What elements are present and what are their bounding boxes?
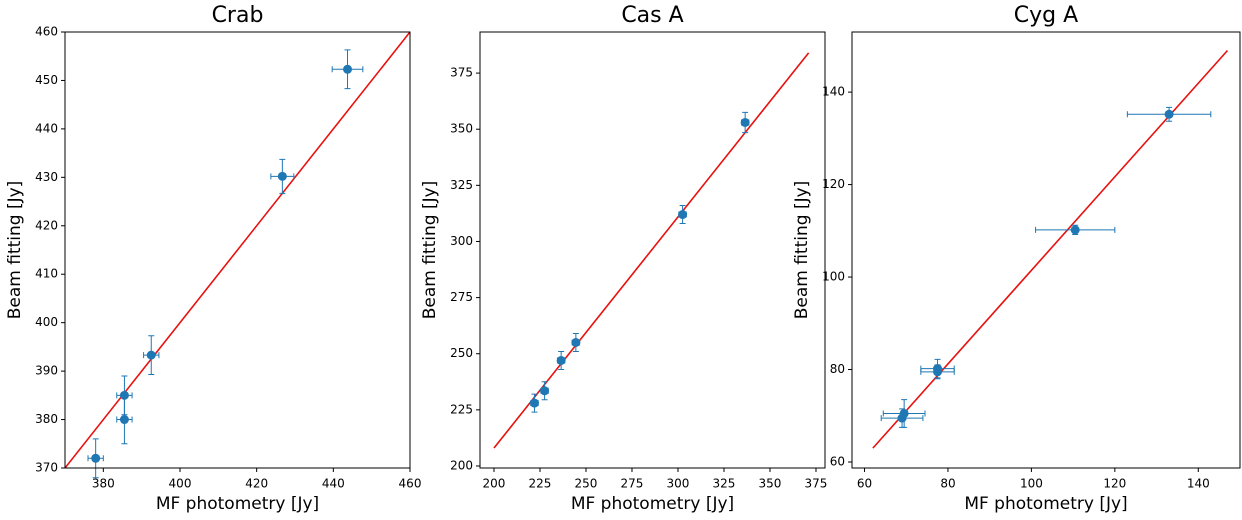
y-axis-label: Beam fitting [Jy] — [792, 181, 812, 320]
axes-frame — [64, 31, 411, 469]
data-point — [556, 355, 566, 365]
y-tick-label: 140 — [822, 85, 845, 99]
y-tick-label: 375 — [450, 66, 473, 80]
data-point — [1164, 109, 1174, 119]
y-tick-label: 460 — [35, 25, 58, 39]
y-tick-label: 370 — [35, 461, 58, 475]
x-tick-label: 440 — [322, 477, 345, 491]
y-tick-label: 400 — [35, 315, 58, 329]
x-tick-label: 275 — [621, 477, 644, 491]
data-point — [277, 171, 287, 181]
x-tick-label: 80 — [940, 477, 955, 491]
data-point — [343, 64, 353, 74]
y-tick-label: 350 — [450, 122, 473, 136]
data-point — [119, 415, 129, 425]
y-tick-label: 420 — [35, 218, 58, 232]
x-tick-label: 60 — [857, 477, 872, 491]
x-tick-label: 200 — [483, 477, 506, 491]
x-tick-label: 375 — [805, 477, 828, 491]
axes-frame — [479, 31, 826, 469]
y-tick-label: 325 — [450, 178, 473, 192]
y-tick-label: 380 — [35, 412, 58, 426]
x-tick-label: 460 — [399, 477, 422, 491]
data-point — [91, 453, 101, 463]
axes-frame — [851, 31, 1241, 469]
fit-line — [872, 49, 1229, 449]
x-tick-label: 140 — [1187, 477, 1210, 491]
data-point — [571, 337, 581, 347]
panel-title: Cas A — [621, 3, 683, 28]
data-point — [678, 210, 688, 220]
x-tick-label: 350 — [759, 477, 782, 491]
y-tick-label: 200 — [450, 458, 473, 472]
y-tick-label: 120 — [822, 177, 845, 191]
x-tick-label: 100 — [1020, 477, 1043, 491]
x-axis-label: MF photometry [Jy] — [964, 494, 1127, 514]
y-tick-label: 80 — [830, 362, 845, 376]
y-tick-label: 410 — [35, 267, 58, 281]
x-tick-label: 300 — [667, 477, 690, 491]
y-tick-label: 225 — [450, 402, 473, 416]
x-tick-label: 225 — [529, 477, 552, 491]
data-point — [1070, 225, 1080, 235]
x-tick-label: 325 — [713, 477, 736, 491]
y-tick-label: 300 — [450, 234, 473, 248]
y-axis-label: Beam fitting [Jy] — [5, 181, 25, 320]
x-tick-label: 380 — [92, 477, 115, 491]
y-tick-label: 250 — [450, 346, 473, 360]
y-tick-label: 100 — [822, 270, 845, 284]
y-tick-label: 60 — [830, 454, 845, 468]
y-tick-label: 430 — [35, 170, 58, 184]
data-point — [529, 398, 539, 408]
data-point — [740, 117, 750, 127]
x-tick-label: 120 — [1103, 477, 1126, 491]
fit-line — [65, 32, 410, 468]
y-tick-label: 440 — [35, 121, 58, 135]
x-axis-label: MF photometry [Jy] — [156, 494, 319, 514]
y-tick-label: 450 — [35, 73, 58, 87]
panel-title: Crab — [212, 3, 264, 28]
data-point — [933, 364, 943, 374]
panel-title: Cyg A — [1014, 3, 1078, 28]
x-tick-label: 400 — [169, 477, 192, 491]
x-axis-label: MF photometry [Jy] — [571, 494, 734, 514]
x-tick-label: 420 — [245, 477, 268, 491]
y-axis-label: Beam fitting [Jy] — [420, 181, 440, 320]
data-point — [540, 386, 550, 396]
data-point — [146, 350, 156, 360]
y-tick-label: 390 — [35, 364, 58, 378]
y-tick-label: 275 — [450, 290, 473, 304]
data-point — [899, 408, 909, 418]
x-tick-label: 250 — [575, 477, 598, 491]
